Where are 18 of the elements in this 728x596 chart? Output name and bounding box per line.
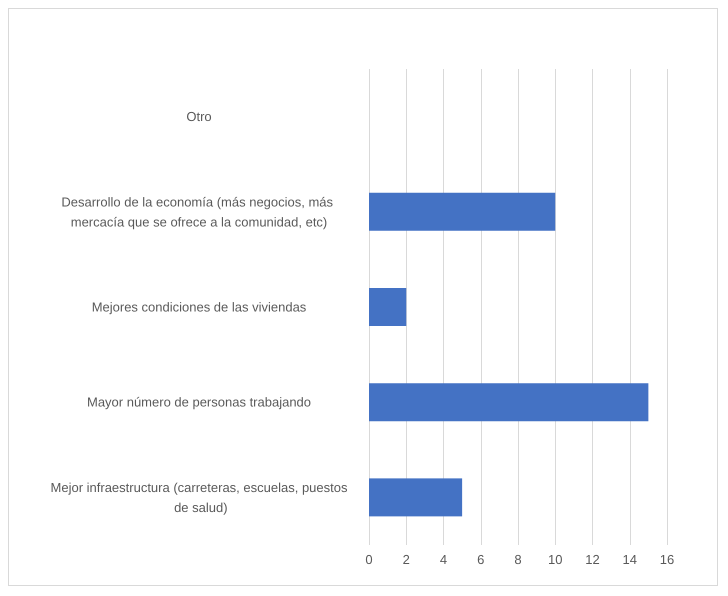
bar [369, 383, 648, 422]
x-tick-label: 2 [402, 552, 410, 567]
bar [369, 478, 462, 516]
x-tick-label: 0 [365, 552, 373, 567]
x-tick-label: 4 [440, 552, 448, 567]
y-tick-label: Mayor número de personas trabajando [86, 394, 312, 410]
bar [369, 192, 556, 231]
x-tick-label: 6 [477, 552, 484, 567]
x-tick-label: 12 [585, 552, 600, 567]
x-tick-label: 10 [548, 552, 562, 567]
x-tick-label: 16 [660, 552, 674, 567]
bar [369, 288, 406, 326]
y-tick-label: Desarrollo de la economía (más negocios, más mercacía que se ofrece a la comunidad, etc) [61, 194, 337, 230]
x-tick-label: 14 [622, 552, 637, 567]
y-tick-label: Mejores condiciones de las viviendas [92, 300, 307, 314]
y-tick-label: Otro [186, 109, 212, 124]
x-tick-label: 8 [514, 552, 522, 567]
y-tick-label: Mejor infraestructura (carreteras, escuelas, puestos de salud) [50, 480, 348, 515]
